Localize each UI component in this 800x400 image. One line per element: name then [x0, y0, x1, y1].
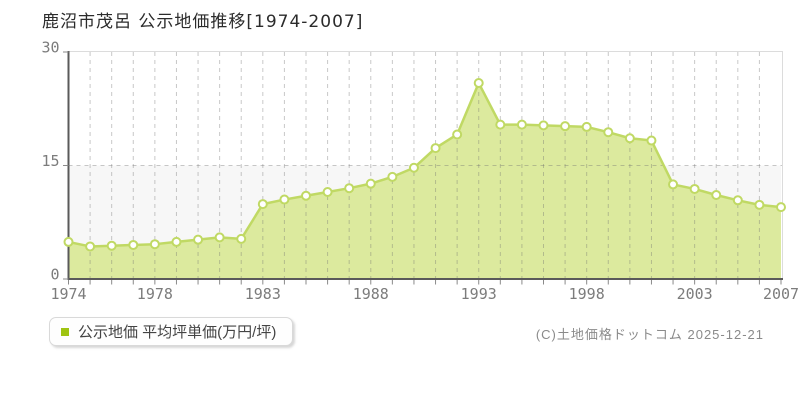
- data-point-1984: [279, 194, 290, 205]
- data-point-1974: [63, 236, 74, 247]
- y-tick-label-30: 30: [41, 39, 59, 57]
- x-tick-label-1978: 1978: [137, 285, 173, 303]
- data-point-1975: [85, 241, 96, 252]
- y-tick-label-15: 15: [41, 152, 59, 170]
- data-point-1976: [106, 240, 117, 251]
- x-tick-label-1993: 1993: [461, 285, 497, 303]
- page-title: 鹿沼市茂呂 公示地価推移[1974-2007]: [42, 12, 364, 32]
- x-tick-label-1988: 1988: [353, 285, 389, 303]
- data-point-1981: [214, 232, 225, 243]
- x-tick-label-1998: 1998: [569, 285, 605, 303]
- data-point-1983: [257, 199, 268, 210]
- data-point-1998: [581, 121, 592, 132]
- legend-label: 公示地価 平均坪単価(万円/坪): [78, 324, 277, 341]
- data-point-1996: [538, 120, 549, 131]
- chart-svg: 1974 1978 1983 1988 1993 1998 2003 2007 0 15 30: [41, 39, 799, 304]
- x-tick-label-1974: 1974: [50, 285, 86, 303]
- data-point-2006: [754, 199, 765, 210]
- data-point-1990: [408, 162, 419, 173]
- data-point-2004: [711, 190, 722, 201]
- data-point-2003: [689, 183, 700, 194]
- data-point-1992: [452, 129, 463, 140]
- data-point-2000: [624, 133, 635, 144]
- data-point-1987: [344, 183, 355, 194]
- data-point-2007: [776, 202, 786, 213]
- data-point-1980: [193, 234, 204, 245]
- x-tick-label-2003: 2003: [677, 285, 713, 303]
- price-line: [68, 81, 782, 248]
- data-point-1989: [387, 171, 398, 182]
- data-point-1985: [301, 190, 311, 201]
- data-point-1997: [560, 121, 571, 132]
- data-point-1988: [365, 178, 376, 189]
- data-point-1994: [495, 119, 506, 130]
- legend: 公示地価 平均坪単価(万円/坪): [49, 317, 294, 346]
- data-point-1978: [149, 239, 160, 250]
- data-point-2005: [732, 195, 743, 206]
- data-point-1977: [128, 239, 139, 250]
- y-tick-label-0: 0: [50, 266, 59, 284]
- land-price-chart: 1974 1978 1983 1988 1993 1998 2003 2007 0 15 30: [41, 39, 799, 304]
- data-point-2002: [668, 179, 679, 190]
- legend-marker-icon: [61, 327, 69, 336]
- data-point-1999: [603, 127, 614, 138]
- data-point-1986: [322, 186, 333, 197]
- data-point-1991: [430, 143, 441, 154]
- data-point-1982: [236, 233, 247, 244]
- data-point-2001: [646, 135, 657, 146]
- x-tick-label-2007: 2007: [763, 285, 799, 303]
- x-tick-label-1983: 1983: [245, 285, 281, 303]
- copyright-text: (C)土地価格ドットコム 2025-12-21: [535, 327, 764, 342]
- data-point-1995: [516, 119, 527, 130]
- data-point-1993: [473, 78, 484, 89]
- data-point-1979: [171, 236, 182, 247]
